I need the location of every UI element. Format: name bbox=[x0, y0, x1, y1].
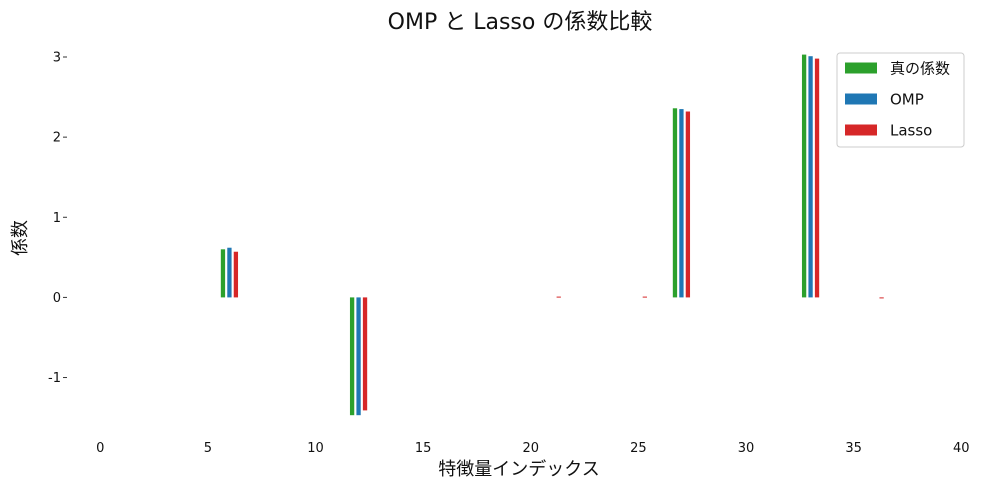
x-tick-label: 10 bbox=[307, 441, 324, 456]
x-tick-label: 5 bbox=[204, 441, 212, 456]
legend-label: OMP bbox=[890, 91, 924, 109]
legend-label: Lasso bbox=[890, 122, 932, 140]
bar-lasso-25 bbox=[642, 296, 647, 298]
bar-lasso-12 bbox=[362, 297, 368, 411]
x-tick-label: 30 bbox=[738, 441, 755, 456]
bar-omp-12 bbox=[356, 297, 361, 416]
bar-真の係数-12 bbox=[349, 297, 355, 416]
y-tick-label: 1 bbox=[53, 211, 61, 226]
legend-label: 真の係数 bbox=[890, 60, 950, 78]
x-tick-label: 40 bbox=[953, 441, 970, 456]
y-tick-label: 0 bbox=[53, 291, 61, 306]
plot-area bbox=[220, 54, 884, 416]
legend-swatch bbox=[845, 93, 877, 105]
x-tick-label: 25 bbox=[630, 441, 647, 456]
legend-box bbox=[836, 52, 965, 148]
bar-真の係数-6 bbox=[220, 249, 226, 298]
y-axis-label: 係数 bbox=[10, 220, 31, 256]
bar-omp-27 bbox=[679, 109, 684, 298]
x-tick-label: 15 bbox=[415, 441, 432, 456]
chart-title: OMP と Lasso の係数比較 bbox=[388, 10, 653, 35]
x-axis: 0 5 10 15 20 25 30 35 40 bbox=[96, 441, 969, 456]
legend: 真の係数 OMP Lasso bbox=[836, 52, 965, 148]
y-tick-label: 3 bbox=[53, 51, 61, 66]
bar-lasso-21 bbox=[556, 296, 561, 298]
bar-真の係数-33 bbox=[801, 54, 807, 298]
bar-omp-33 bbox=[808, 56, 813, 298]
x-tick-label: 0 bbox=[96, 441, 104, 456]
legend-swatch bbox=[845, 62, 877, 74]
y-tick-label: 2 bbox=[53, 131, 61, 146]
legend-swatch bbox=[845, 124, 877, 136]
x-tick-label: 20 bbox=[522, 441, 539, 456]
y-axis: -1 0 1 2 3 bbox=[48, 51, 67, 386]
bar-真の係数-27 bbox=[672, 108, 678, 298]
x-tick-label: 35 bbox=[845, 441, 862, 456]
bar-lasso-36 bbox=[879, 297, 884, 299]
y-tick-label: -1 bbox=[48, 371, 61, 386]
x-axis-label: 特徴量インデックス bbox=[438, 459, 599, 480]
bar-lasso-27 bbox=[685, 111, 691, 298]
bar-lasso-33 bbox=[814, 58, 820, 298]
bar-lasso-6 bbox=[233, 251, 239, 298]
bar-omp-6 bbox=[227, 247, 232, 298]
